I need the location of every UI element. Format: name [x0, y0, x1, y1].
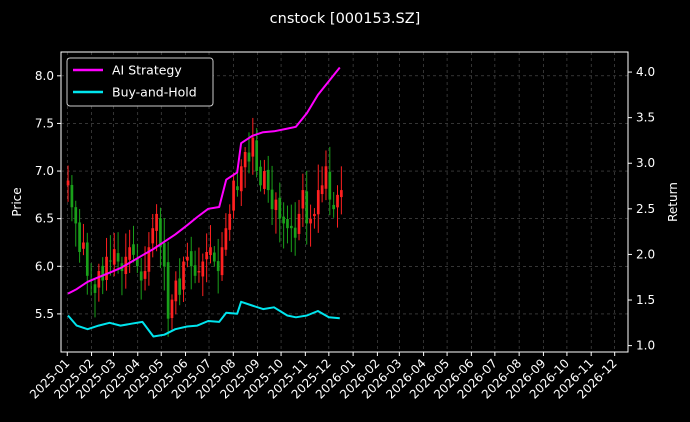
- candle-body: [70, 184, 74, 208]
- candle-body: [147, 247, 151, 272]
- candle-body: [151, 228, 155, 244]
- candle-body: [186, 256, 189, 261]
- series-line-buy-and-hold: [67, 300, 340, 338]
- y-right-axis: 1.0 1.5 2.0 2.5 3.0 3.5 4.0: [628, 65, 655, 353]
- candle-body: [170, 299, 174, 319]
- candle-body: [78, 222, 81, 252]
- candle-body: [289, 225, 293, 229]
- candle-body: [255, 140, 259, 172]
- candle-body: [205, 252, 208, 260]
- candle-body: [251, 137, 255, 157]
- candle-body: [212, 252, 216, 262]
- candle-body: [178, 278, 182, 295]
- candle-body: [216, 261, 220, 272]
- candle-body: [162, 243, 166, 267]
- return-lines: [67, 66, 341, 338]
- chart-title: cnstock [000153.SZ]: [270, 11, 421, 27]
- candle-body: [135, 258, 139, 267]
- candle-body: [266, 169, 270, 191]
- candle-body: [116, 253, 120, 262]
- y-right-tick-label: 2.0: [636, 247, 655, 261]
- candle-body: [174, 280, 178, 302]
- candle-body: [239, 166, 243, 192]
- candle-body: [232, 180, 235, 211]
- candle-body: [297, 213, 301, 234]
- y-right-tick-label: 1.5: [636, 293, 655, 307]
- candle-body: [197, 271, 201, 273]
- candle-body: [66, 180, 70, 186]
- candle-body: [224, 228, 228, 250]
- candle-body: [332, 204, 336, 210]
- legend-label-ai-strategy: AI Strategy: [112, 63, 182, 78]
- candle-body: [209, 247, 212, 256]
- candle-body: [109, 260, 112, 262]
- candle-body: [201, 261, 205, 277]
- candle-body: [74, 207, 78, 224]
- y-left-tick-label: 5.5: [35, 307, 54, 321]
- candle-body: [328, 171, 332, 200]
- candle-body: [132, 244, 135, 255]
- y-left-tick-label: 8.0: [35, 69, 54, 83]
- candle-body: [93, 284, 97, 293]
- candle-body: [101, 265, 105, 281]
- candle-body: [247, 152, 251, 162]
- candle-body: [286, 219, 289, 229]
- candle-body: [189, 251, 193, 267]
- y-left-tick-label: 6.0: [35, 259, 54, 273]
- candle-body: [309, 218, 312, 224]
- candle-body: [340, 190, 343, 198]
- candle-body: [143, 271, 147, 279]
- candle-body: [82, 242, 85, 249]
- y-right-tick-label: 1.0: [636, 339, 655, 353]
- legend: AI Strategy Buy-and-Hold: [66, 57, 214, 107]
- candle-body: [112, 249, 116, 265]
- candle-body: [182, 261, 185, 290]
- candlesticks: [66, 117, 343, 337]
- candle-body: [166, 262, 170, 319]
- candle-body: [228, 213, 232, 230]
- y-left-tick-label: 7.5: [35, 116, 54, 130]
- candle-body: [155, 213, 158, 231]
- y-left-axis: 5.5 6.0 6.5 7.0 7.5 8.0: [35, 69, 61, 321]
- y-axis-right-label: Return: [666, 182, 680, 222]
- candle-body: [274, 199, 278, 211]
- candle-body: [105, 256, 108, 280]
- candle-body: [243, 152, 247, 168]
- candle-body: [324, 166, 328, 189]
- y-left-tick-label: 6.5: [35, 212, 54, 226]
- candle-body: [278, 197, 282, 219]
- candle-body: [293, 227, 297, 238]
- candle-body: [316, 190, 320, 215]
- y-right-tick-label: 4.0: [636, 65, 655, 79]
- candle-body: [270, 189, 274, 210]
- candle-body: [128, 247, 131, 260]
- series-line-ai-strategy: [67, 66, 341, 295]
- candle-body: [320, 185, 324, 195]
- candle-body: [193, 265, 197, 276]
- candle-body: [159, 218, 162, 248]
- candle-body: [301, 190, 305, 209]
- candle-body: [220, 247, 224, 276]
- candle-body: [305, 191, 309, 224]
- y-right-tick-label: 2.5: [636, 202, 655, 216]
- candle-body: [139, 271, 143, 281]
- y-axis-left-label: Price: [10, 187, 24, 216]
- legend-box: [66, 57, 214, 107]
- legend-label-buy-and-hold: Buy-and-Hold: [112, 85, 197, 100]
- y-left-tick-label: 7.0: [35, 164, 54, 178]
- candle-body: [259, 166, 262, 186]
- candle-body: [336, 194, 339, 208]
- candle-body: [236, 186, 239, 191]
- candle-body: [97, 271, 101, 288]
- y-right-tick-label: 3.0: [636, 156, 655, 170]
- candle-body: [263, 171, 266, 189]
- candle-body: [313, 213, 316, 217]
- candle-body: [282, 216, 285, 224]
- plot-frame: [60, 51, 629, 353]
- y-right-tick-label: 3.5: [636, 111, 655, 125]
- candle-body: [85, 242, 89, 276]
